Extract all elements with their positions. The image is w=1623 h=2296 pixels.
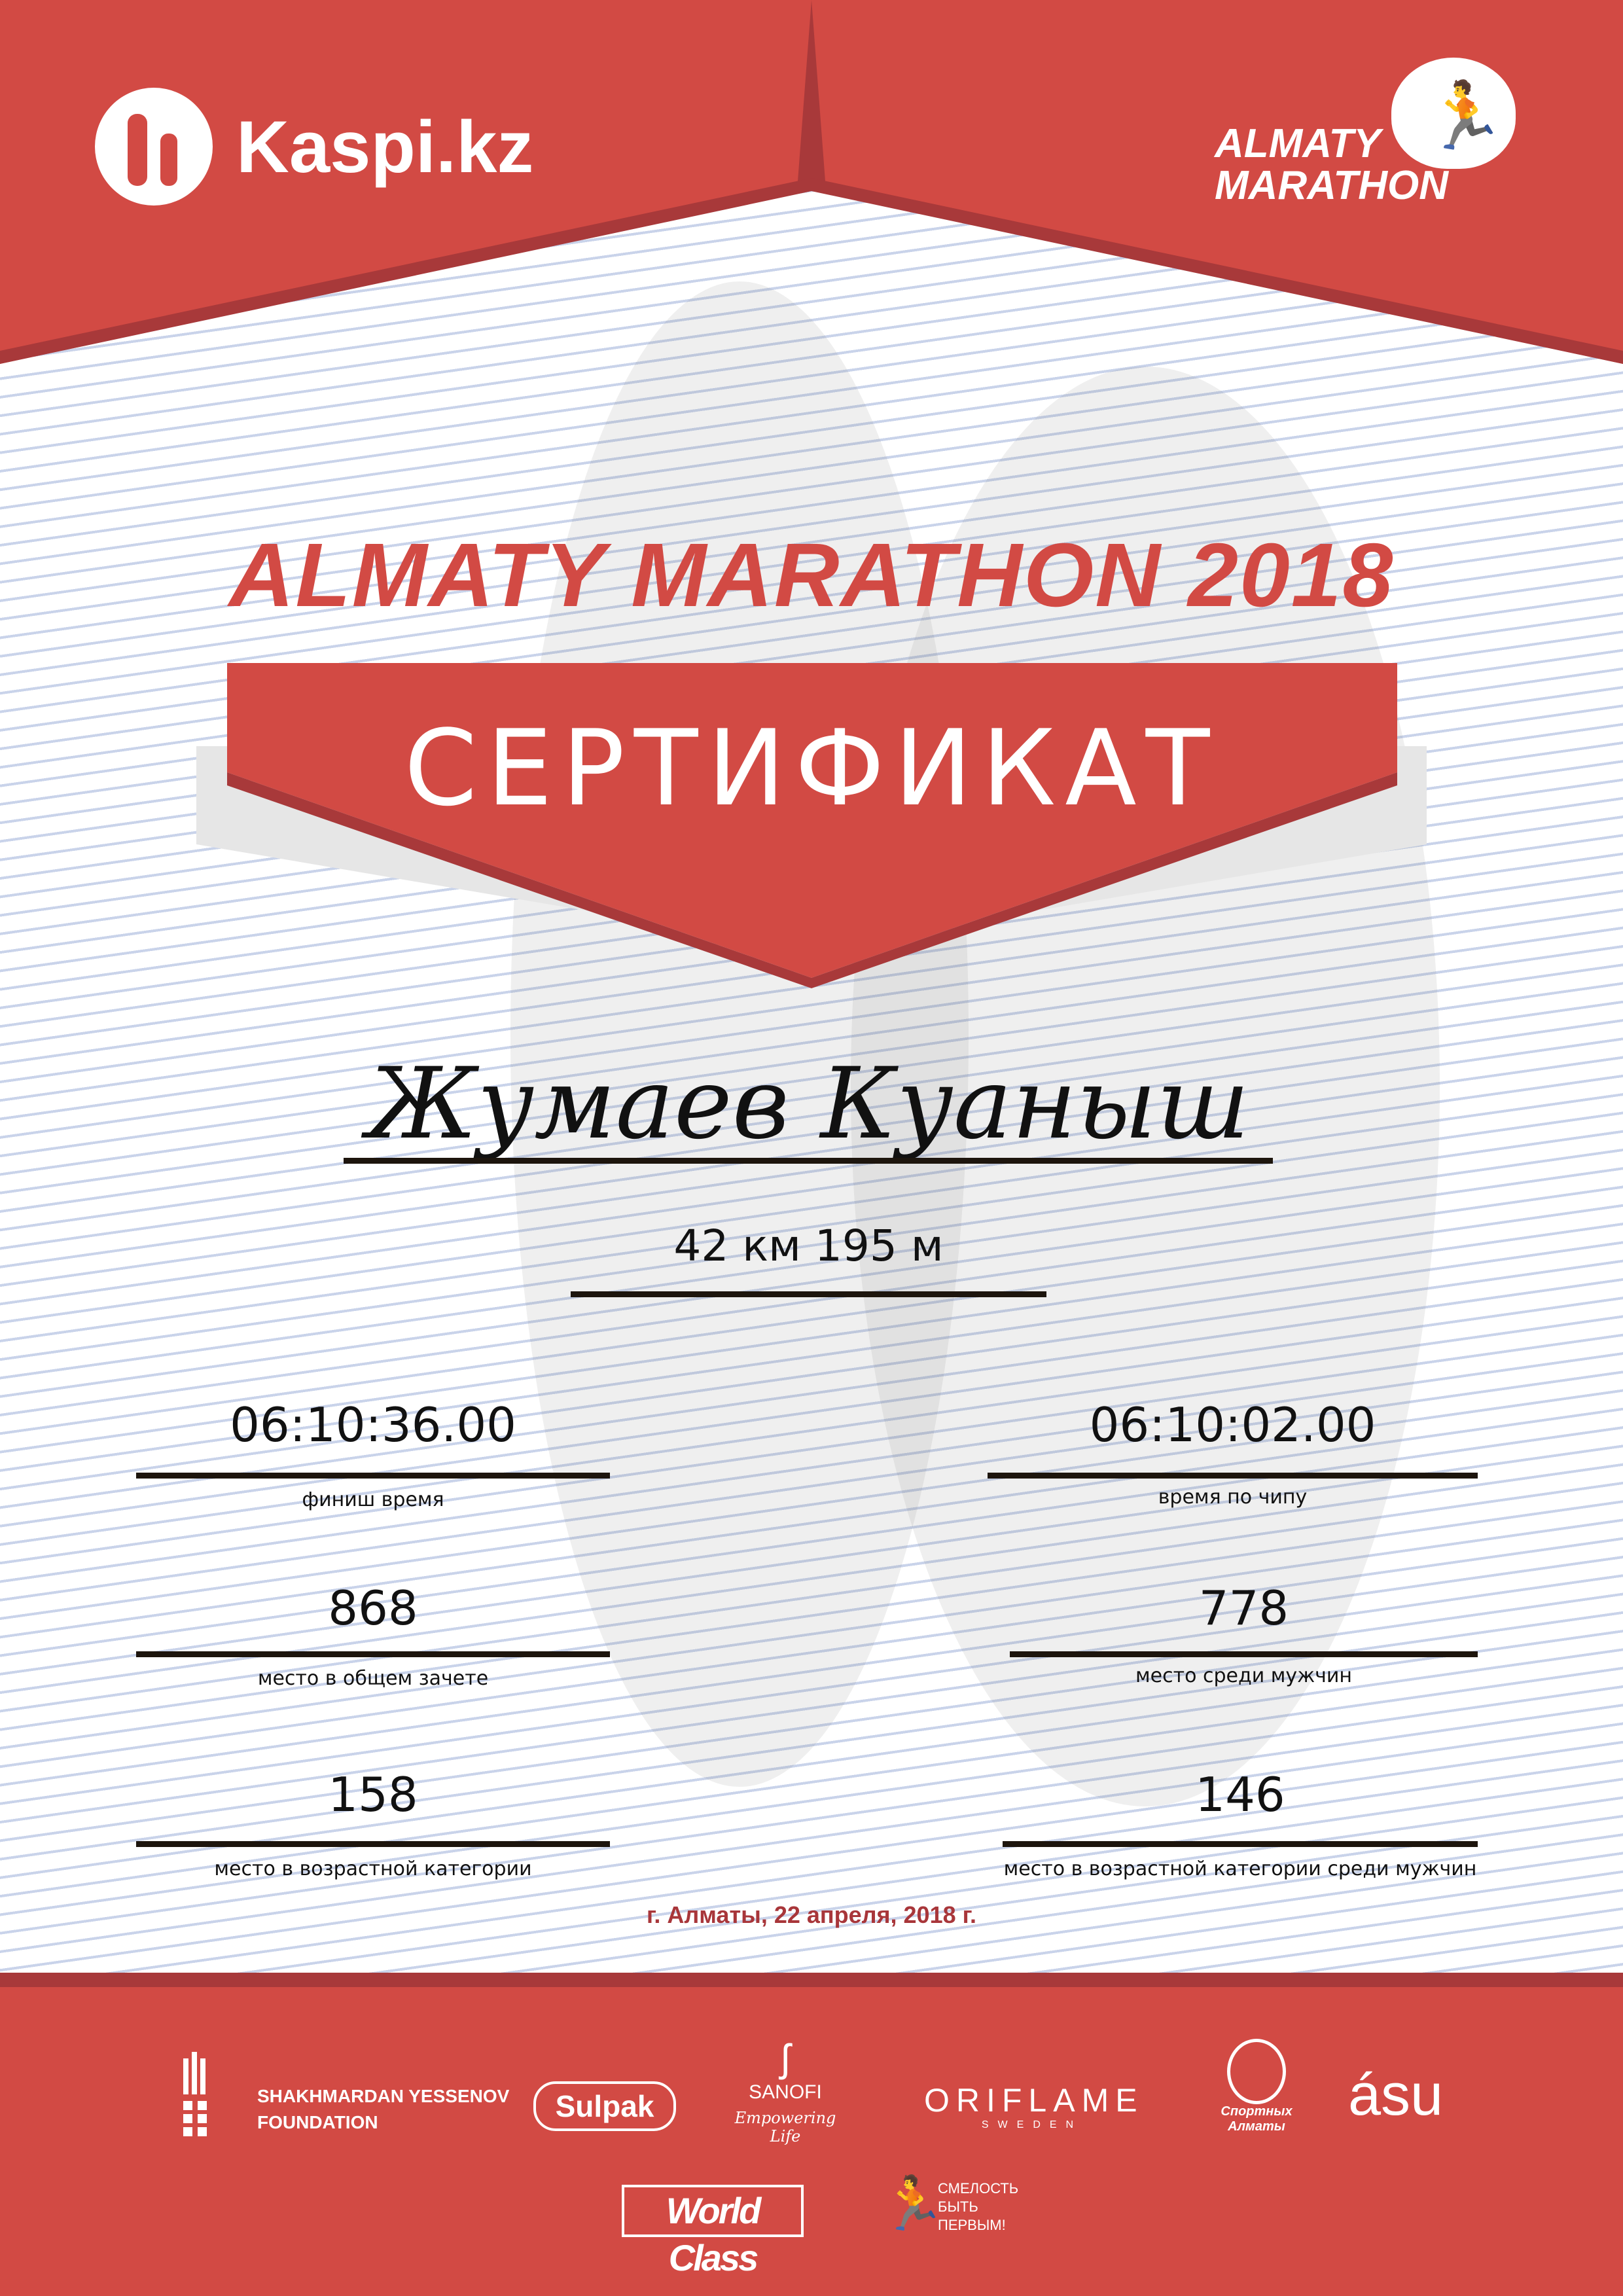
sanofi-text: SANOFI xyxy=(749,2081,822,2103)
age-men-place-label: место в возрастной категории среди мужчи… xyxy=(1003,1857,1477,1880)
yessenov-text-2: FOUNDATION xyxy=(257,2112,378,2132)
oriflame-sub: SWEDEN xyxy=(981,2119,1083,2130)
almaty-marathon-logo: 🏃 ALMATY MARATHON xyxy=(1215,58,1522,215)
age-place-underline xyxy=(136,1841,610,1847)
runner-photo-man xyxy=(510,281,969,1787)
distance-underline xyxy=(571,1291,1046,1297)
fund-text-3: ПЕРВЫМ! xyxy=(938,2217,1006,2233)
yessenov-icon xyxy=(183,2052,207,2136)
participant-name: Жумаев Куаныш xyxy=(366,1047,1250,1161)
worldclass-logo: World Class xyxy=(622,2185,804,2278)
sponsors-footer xyxy=(0,1973,1623,2296)
men-place-value: 778 xyxy=(1198,1581,1289,1636)
overall-place-underline xyxy=(136,1651,610,1657)
kaspi-logo: Kaspi.kz xyxy=(95,88,533,206)
chip-time-label: время по чипу xyxy=(1158,1486,1308,1509)
chip-time-underline xyxy=(988,1473,1478,1479)
certificate-heading: СЕРТИФИКАТ xyxy=(404,707,1219,829)
kaspi-logo-text: Kaspi.kz xyxy=(236,105,534,188)
event-title: ALMATY MARATHON 2018 xyxy=(228,525,1395,626)
age-men-place-value: 146 xyxy=(1195,1767,1285,1822)
yessenov-logo: SHAKHMARDAN YESSENOV FOUNDATION xyxy=(257,2083,509,2136)
oriflame-text: ORIFLAME xyxy=(924,2082,1144,2119)
finish-time-underline xyxy=(136,1473,610,1479)
finish-time-value: 06:10:36.00 xyxy=(230,1397,516,1452)
fund-text-1: СМЕЛОСТЬ xyxy=(938,2180,1019,2197)
age-place-value: 158 xyxy=(328,1767,418,1822)
runner-photo-woman xyxy=(851,367,1440,1806)
oriflame-logo: ORIFLAME SWEDEN xyxy=(924,2081,1140,2131)
sport-almaty-text: Спортных Алматы xyxy=(1221,2104,1293,2134)
date-location: г. Алматы, 22 апреля, 2018 г. xyxy=(647,1901,976,1928)
age-place-label: место в возрастной категории xyxy=(214,1857,532,1880)
name-underline xyxy=(344,1158,1273,1164)
men-place-underline xyxy=(1010,1651,1478,1657)
marathon-logo-text: ALMATY MARATHON xyxy=(1215,121,1449,208)
asu-logo: ásu xyxy=(1348,2062,1444,2128)
sport-almaty-emblem-icon xyxy=(1227,2039,1286,2104)
overall-place-value: 868 xyxy=(328,1581,418,1636)
sanofi-logo: ʃ SANOFI Empowering Life xyxy=(733,2036,838,2145)
sanofi-icon: ʃ xyxy=(781,2036,790,2080)
runner-figure-icon: 🏃 xyxy=(880,2174,946,2233)
fund-text-2: БЫТЬ xyxy=(938,2198,978,2215)
finish-time-label: финиш время xyxy=(302,1488,444,1511)
chip-time-value: 06:10:02.00 xyxy=(1089,1397,1376,1452)
overall-place-label: место в общем зачете xyxy=(257,1667,489,1690)
sport-almaty-logo: Спортных Алматы xyxy=(1214,2039,1299,2134)
kaspi-family-icon xyxy=(95,88,213,206)
runner-icon: 🏃 xyxy=(1391,58,1516,169)
men-place-label: место среди мужчин xyxy=(1135,1664,1352,1687)
certificate-banner xyxy=(196,663,1427,988)
sanofi-tagline: Empowering Life xyxy=(734,2109,836,2145)
sulpak-logo: Sulpak xyxy=(533,2081,676,2131)
age-men-place-underline xyxy=(1003,1841,1478,1847)
distance: 42 км 195 м xyxy=(673,1221,944,1271)
header-banner xyxy=(0,0,1623,364)
yessenov-text: SHAKHMARDAN YESSENOV xyxy=(257,2086,510,2106)
